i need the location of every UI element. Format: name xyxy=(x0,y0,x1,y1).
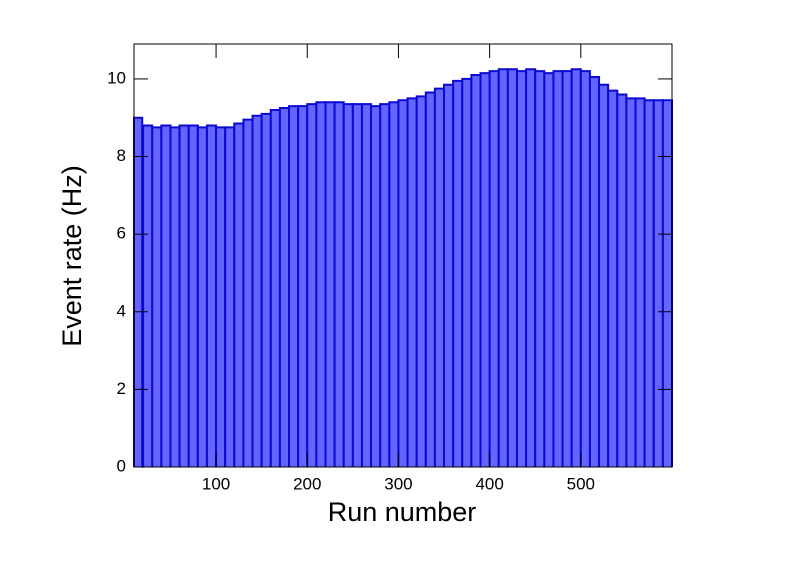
histogram-bar xyxy=(406,97,418,467)
histogram-bar xyxy=(397,99,409,467)
y-tick-label: 2 xyxy=(117,379,126,398)
histogram-bar xyxy=(215,126,227,467)
histogram-bar xyxy=(470,74,482,467)
y-tick-label: 4 xyxy=(117,301,126,320)
histogram-bar xyxy=(370,105,382,467)
x-tick-label: 100 xyxy=(202,474,230,493)
histogram-bar xyxy=(187,124,199,467)
histogram-bar xyxy=(260,112,272,467)
histogram-bar xyxy=(570,68,582,467)
histogram-bar xyxy=(497,68,509,467)
histogram-bar xyxy=(543,72,555,467)
histogram-bar xyxy=(634,97,646,467)
histogram-bar xyxy=(561,70,573,467)
histogram-bar xyxy=(269,108,281,467)
histogram-bar xyxy=(415,95,427,467)
plot-frame xyxy=(133,43,673,468)
histogram-bar xyxy=(196,126,208,467)
histogram-bar xyxy=(452,79,464,467)
histogram-bar xyxy=(607,89,619,467)
histogram-bar xyxy=(643,99,655,467)
histogram-bar xyxy=(433,87,446,467)
y-tick-label: 6 xyxy=(117,224,126,243)
x-tick-label: 400 xyxy=(475,474,503,493)
histogram-bar xyxy=(661,99,673,467)
histogram-bar xyxy=(588,75,601,467)
histogram-bar xyxy=(306,103,318,467)
histogram-bar xyxy=(525,68,537,467)
histogram-bar xyxy=(224,126,236,467)
histogram-bar xyxy=(333,101,345,467)
y-tick-label: 10 xyxy=(107,68,126,87)
histogram-bar xyxy=(379,103,391,467)
histogram-bar xyxy=(616,93,628,467)
y-axis-title: Event rate (Hz) xyxy=(57,165,87,347)
histogram-bar xyxy=(534,70,546,467)
x-tick-label: 500 xyxy=(567,474,595,493)
histogram-bar xyxy=(205,124,218,467)
histogram-bar xyxy=(579,70,591,467)
histogram-bar xyxy=(288,105,300,467)
histogram-bar xyxy=(278,107,291,467)
histogram-bar xyxy=(443,83,455,467)
histogram-bar xyxy=(515,70,528,467)
histogram-bar xyxy=(625,97,637,467)
histogram-bar xyxy=(461,77,473,467)
histogram-bar xyxy=(242,118,254,467)
histogram-bar xyxy=(315,101,327,467)
histogram-bar xyxy=(142,124,154,467)
x-axis-title: Run number xyxy=(328,497,477,527)
histogram-bar xyxy=(552,70,564,467)
histogram-bar xyxy=(233,122,245,467)
histogram-bar xyxy=(178,124,190,467)
histogram-bar xyxy=(297,105,309,467)
histogram-bar xyxy=(351,103,363,467)
histogram-bar xyxy=(324,101,336,467)
histogram-bar xyxy=(133,116,144,467)
histogram-bar xyxy=(388,101,400,467)
x-tick-label: 200 xyxy=(293,474,321,493)
histogram-bar xyxy=(342,103,354,467)
histogram-bar xyxy=(160,124,172,467)
histogram-bar xyxy=(488,70,500,467)
histogram-bar xyxy=(652,99,664,467)
histogram-bar xyxy=(424,91,436,467)
histogram-bar xyxy=(151,126,163,467)
histogram-bar xyxy=(360,103,373,467)
y-tick-label: 0 xyxy=(117,456,126,475)
histogram-bar xyxy=(506,68,518,467)
histogram-bar xyxy=(598,83,610,467)
histogram-bar xyxy=(251,114,263,467)
y-tick-label: 8 xyxy=(117,146,126,165)
histogram-bar xyxy=(169,126,181,467)
x-tick-label: 300 xyxy=(384,474,412,493)
histogram-bar xyxy=(479,72,491,467)
